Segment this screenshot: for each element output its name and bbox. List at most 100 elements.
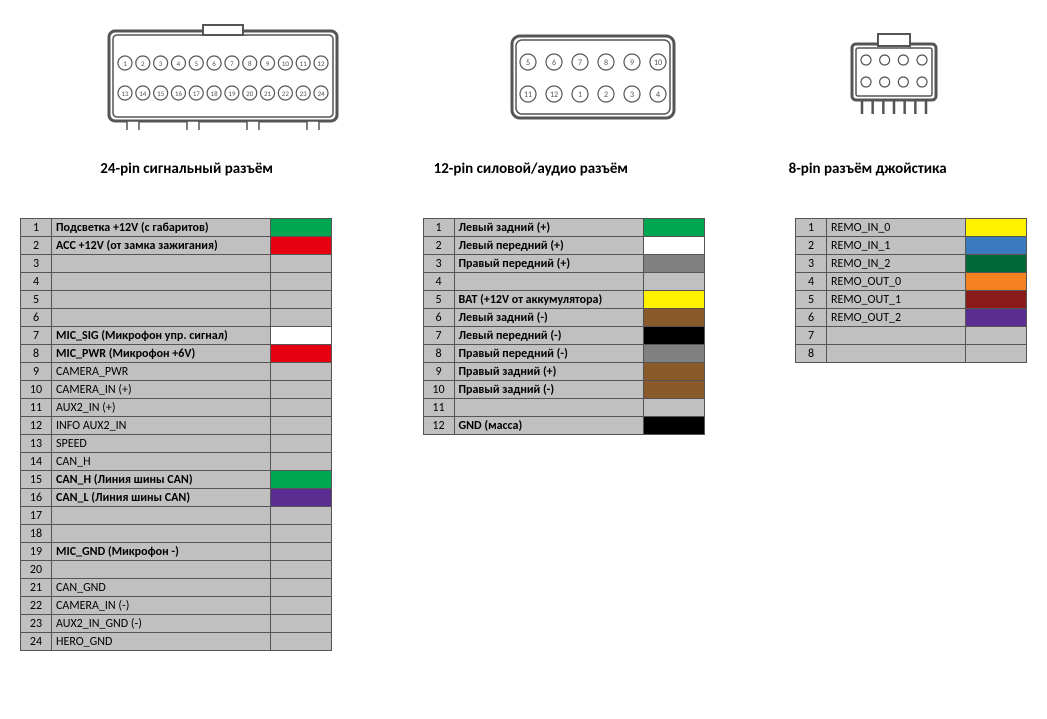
pin-label: MIC_SIG (Микрофон упр. сигнал) [52,327,271,345]
pin-number: 6 [21,309,52,327]
pin-color [271,507,332,525]
pin-color [271,399,332,417]
table-row: 10CAMERA_IN (+) [21,381,332,399]
titles-row: 24-pin сигнальный разъём 12-pin силовой/… [20,160,1027,178]
pin-number: 5 [423,291,454,309]
pin-number: 6 [423,309,454,327]
table-row: 7MIC_SIG (Микрофон упр. сигнал) [21,327,332,345]
svg-text:8: 8 [248,59,252,68]
title-24pin: 24-pin сигнальный разъём [100,160,273,178]
table-row: 5 [21,291,332,309]
table-row: 11 [423,399,704,417]
pin-label: CAMERA_IN (-) [52,597,271,615]
pin-number: 11 [423,399,454,417]
svg-text:2: 2 [141,59,145,68]
table-row: 3 [21,255,332,273]
pin-label: MIC_PWR (Микрофон +6V) [52,345,271,363]
pin-label: BAT (+12V от аккумулятора) [454,291,643,309]
table-row: 22CAMERA_IN (-) [21,597,332,615]
table-row: 24HERO_GND [21,633,332,651]
pin-color [966,255,1027,273]
pin-label: REMO_IN_1 [827,237,966,255]
table-row: 9CAMERA_PWR [21,363,332,381]
svg-text:11: 11 [524,90,532,100]
pin-number: 7 [21,327,52,345]
svg-text:16: 16 [175,89,183,98]
pin-label: GND (масса) [454,417,643,435]
svg-text:21: 21 [264,89,272,98]
svg-text:7: 7 [230,59,234,68]
connector-8pin [844,30,944,120]
table-row: 4 [423,273,704,291]
svg-text:14: 14 [139,89,147,98]
svg-text:9: 9 [266,59,270,68]
svg-text:23: 23 [299,89,307,98]
pin-color [271,219,332,237]
svg-text:15: 15 [157,89,165,98]
pin-number: 16 [21,489,52,507]
pin-number: 1 [423,219,454,237]
pin-label [52,273,271,291]
pin-label [454,399,643,417]
pin-color [643,309,704,327]
table-row: 5BAT (+12V от аккумулятора) [423,291,704,309]
pin-label: REMO_OUT_1 [827,291,966,309]
pin-number: 8 [423,345,454,363]
table-row: 5REMO_OUT_1 [796,291,1027,309]
pin-color [966,219,1027,237]
pin-label: Левый передний (-) [454,327,643,345]
pin-number: 12 [423,417,454,435]
pin-number: 18 [21,525,52,543]
pin-number: 9 [21,363,52,381]
pin-label [52,561,271,579]
pin-number: 8 [21,345,52,363]
table-row: 8MIC_PWR (Микрофон +6V) [21,345,332,363]
table-row: 10Правый задний (-) [423,381,704,399]
pin-number: 1 [21,219,52,237]
svg-text:4: 4 [656,90,660,100]
pin-number: 10 [21,381,52,399]
pin-color [643,291,704,309]
pin-number: 13 [21,435,52,453]
pin-number: 19 [21,543,52,561]
pin-number: 11 [21,399,52,417]
pin-number: 21 [21,579,52,597]
pin-label [827,345,966,363]
pin-number: 5 [796,291,827,309]
svg-text:24: 24 [317,89,325,98]
pin-number: 8 [796,345,827,363]
svg-text:1: 1 [578,90,582,100]
pin-color [966,327,1027,345]
connectors-row: 123456789101112131415161718192021222324 … [20,20,1027,130]
svg-text:22: 22 [282,89,290,98]
pin-color [271,237,332,255]
svg-text:19: 19 [228,89,236,98]
pin-number: 6 [796,309,827,327]
pin-color [271,345,332,363]
table-row: 11AUX2_IN (+) [21,399,332,417]
table-row: 18 [21,525,332,543]
pin-label: HERO_GND [52,633,271,651]
pin-color [271,363,332,381]
pin-number: 17 [21,507,52,525]
title-12pin: 12-pin силовой/аудио разъём [434,160,628,178]
tables-row: 1Подсветка +12V (с габаритов)2ACC +12V (… [20,218,1027,651]
connector-12pin: 567891011121234 [508,25,678,125]
svg-text:17: 17 [193,89,201,98]
pin-color [271,327,332,345]
pin-label: AUX2_IN (+) [52,399,271,417]
pin-color [643,345,704,363]
pin-color [271,273,332,291]
pin-color [966,273,1027,291]
pin-color [643,237,704,255]
svg-text:1: 1 [123,59,127,68]
table-row: 4 [21,273,332,291]
pin-label [52,309,271,327]
table-row: 15CAN_H (Линия шины CAN) [21,471,332,489]
pin-color [271,489,332,507]
pin-color [643,219,704,237]
pin-number: 4 [796,273,827,291]
pin-color [966,237,1027,255]
pin-number: 2 [423,237,454,255]
svg-text:11: 11 [299,59,307,68]
